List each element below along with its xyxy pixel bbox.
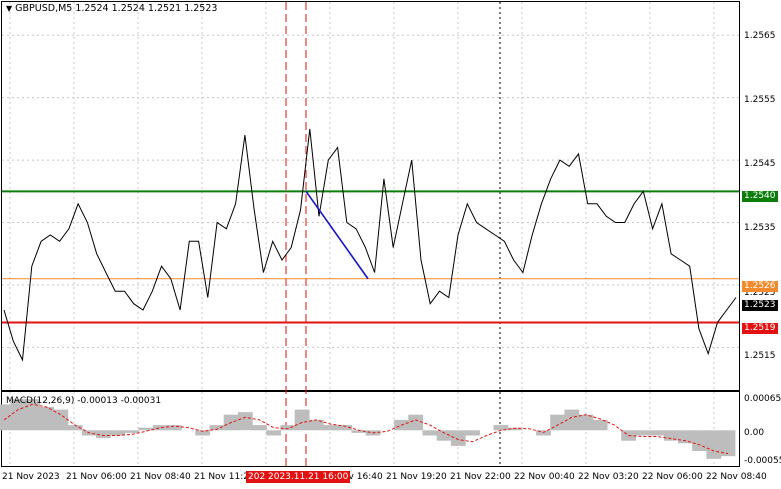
- time-tick: 21 Nov 08:40: [130, 472, 191, 482]
- orange-level-label: 1.2526: [742, 281, 778, 292]
- macd-bar: [422, 430, 438, 436]
- macd-bar: [663, 430, 679, 441]
- macd-bar: [53, 409, 69, 431]
- time-tick: 21 Nov 11:20: [194, 472, 255, 482]
- green-level-label: 1.2540: [742, 191, 778, 202]
- macd-bar: [578, 414, 594, 431]
- macd-bar: [10, 399, 26, 431]
- macd-bar: [351, 430, 367, 433]
- time-tick: 21 Nov 2023: [2, 472, 60, 482]
- macd-bar: [323, 425, 338, 431]
- macd-bar: [507, 427, 523, 431]
- macd-bar: [124, 430, 140, 433]
- ohlc-high: 1.2524: [111, 3, 145, 14]
- chart-title: ▼ GBPUSD,M5 1.2524 1.2524 1.2521 1.2523: [6, 3, 217, 14]
- red-level-label: 1.2519: [742, 323, 778, 334]
- macd-bar: [493, 425, 509, 431]
- macd-bar: [465, 430, 480, 436]
- current-price-label: 1.2523: [742, 300, 778, 311]
- macd-bar: [564, 409, 580, 431]
- macd-bar: [408, 414, 424, 431]
- time-tick: 21 Nov 19:20: [386, 472, 447, 482]
- macd-tick: 0.00065: [744, 394, 781, 404]
- macd-bar: [110, 430, 125, 436]
- price-tick: 1.2555: [744, 95, 776, 105]
- macd-bar: [706, 430, 722, 459]
- macd-bar: [252, 425, 267, 431]
- macd-bar: [67, 425, 83, 431]
- macd-bar: [167, 425, 182, 431]
- time-tick: 22 Nov 00:40: [514, 472, 575, 482]
- macd-bar: [294, 409, 310, 431]
- macd-bar: [649, 430, 665, 436]
- macd-bar: [152, 425, 168, 431]
- ohlc-low: 1.2521: [147, 3, 182, 14]
- price-tick: 1.2525: [744, 288, 776, 298]
- time-tick: 21 Nov 22:00: [450, 472, 511, 482]
- time-tick: 22 Nov 06:00: [642, 472, 703, 482]
- macd-bar: [337, 425, 353, 431]
- macd-tick: -0.00055: [744, 456, 781, 466]
- macd-bar: [39, 407, 54, 431]
- macd-bar: [25, 399, 40, 431]
- time-tick: 21 Nov 16:40: [322, 472, 383, 482]
- macd-bar: [678, 430, 693, 444]
- macd-bar: [237, 412, 253, 431]
- macd-bar: [209, 425, 225, 431]
- macd-bar: [96, 430, 111, 439]
- price-panel-frame: [1, 1, 740, 391]
- macd-panel-frame: [1, 391, 740, 467]
- vertical-markers: [285, 2, 501, 466]
- horizontal-levels: [2, 190, 739, 324]
- macd-bar: [436, 430, 452, 441]
- price-line: [3, 128, 737, 362]
- ohlc-open: 1.2524: [75, 3, 109, 14]
- price-tick: 1.2565: [744, 31, 776, 41]
- macd-bar: [550, 414, 565, 431]
- dropdown-arrow-icon[interactable]: ▼: [6, 4, 13, 13]
- macd-bar: [720, 430, 736, 457]
- price-tick: 1.2515: [744, 351, 776, 361]
- macd-tick: 0.00: [744, 428, 765, 438]
- macd-signal-line: [3, 403, 729, 455]
- price-series: [3, 128, 737, 362]
- macd-value-2: -0.00031: [120, 396, 162, 406]
- macd-bar: [592, 419, 608, 431]
- macd-bar: [450, 430, 466, 446]
- macd-bar: [635, 430, 651, 436]
- price-tick: 1.2545: [744, 159, 776, 169]
- macd-bar: [195, 430, 211, 436]
- time-tick: 22 Nov 08:40: [706, 472, 767, 482]
- price-tick: 1.2535: [744, 223, 776, 233]
- macd-bar: [0, 404, 12, 431]
- ohlc-close: 1.2523: [184, 3, 218, 14]
- macd-title: MACD(12,26,9) -0.00013 -0.00031: [6, 396, 161, 406]
- macd-series: [0, 399, 736, 459]
- time-marker-2: 2023.11.21 16:00: [266, 471, 351, 483]
- macd-bar: [308, 419, 324, 431]
- trendline: [305, 190, 369, 280]
- macd-bar: [138, 427, 154, 431]
- trendline: [305, 190, 369, 280]
- macd-name: MACD(12,26,9): [6, 396, 75, 406]
- time-tick: 21 Nov 06:00: [66, 472, 127, 482]
- macd-bar: [280, 425, 296, 431]
- macd-bar: [266, 430, 282, 436]
- macd-value-1: -0.00013: [77, 396, 118, 406]
- time-tick: 22 Nov 03:20: [578, 472, 639, 482]
- macd-bar: [692, 430, 707, 451]
- symbol-timeframe: GBPUSD,M5: [15, 3, 73, 14]
